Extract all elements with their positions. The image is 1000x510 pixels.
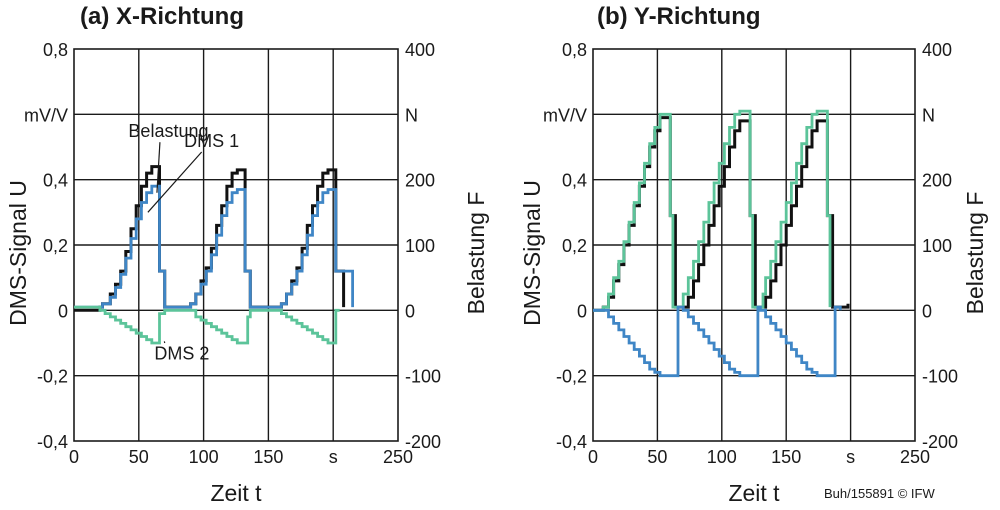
chart-title: (b) Y-Richtung	[597, 3, 761, 30]
y2-tick-label: 400	[405, 40, 435, 60]
annotation-label: DMS 2	[154, 343, 209, 363]
annotation-leader	[148, 152, 202, 212]
y2-tick-label: N	[922, 105, 935, 125]
y-tick-label: -0,4	[37, 432, 68, 452]
y2-tick-label: -100	[405, 367, 441, 387]
y-tick-label: 0	[577, 301, 587, 321]
y-tick-label: 0,2	[562, 236, 587, 256]
y-tick-label: 0,8	[562, 40, 587, 60]
x-tick-label: 100	[707, 447, 737, 467]
y-tick-label: -0,2	[556, 367, 587, 387]
chart-title: (a) X-Richtung	[80, 3, 244, 30]
y2-tick-label: 100	[405, 236, 435, 256]
x-tick-label: s	[846, 447, 855, 467]
y-tick-label: mV/V	[24, 105, 68, 125]
x-axis-label: Zeit t	[728, 480, 780, 505]
y2-tick-label: 200	[922, 171, 952, 191]
x-tick-label: 0	[69, 447, 79, 467]
y-tick-label: 0,4	[43, 171, 68, 191]
y-tick-label: mV/V	[543, 105, 587, 125]
x-tick-label: 0	[588, 447, 598, 467]
y-tick-label: 0,8	[43, 40, 68, 60]
annotation-label: DMS 1	[184, 131, 239, 151]
y-tick-label: -0,2	[37, 367, 68, 387]
x-axis-label: Zeit t	[210, 480, 262, 505]
y-tick-label: 0,4	[562, 171, 587, 191]
series-line-2	[593, 111, 830, 310]
series-line-dms-1	[74, 186, 353, 307]
y2-tick-label: -200	[922, 432, 958, 452]
y2-tick-label: 400	[922, 40, 952, 60]
y-tick-label: 0,2	[43, 236, 68, 256]
x-tick-label: s	[329, 447, 338, 467]
x-tick-label: 150	[771, 447, 801, 467]
x-tick-label: 50	[647, 447, 667, 467]
y2-tick-label: 200	[405, 171, 435, 191]
series-line-belastung	[593, 118, 848, 311]
y2-tick-label: 100	[922, 236, 952, 256]
y2-tick-label: 0	[922, 301, 932, 321]
credit-text: Buh/155891 © IFW	[824, 486, 935, 501]
x-tick-label: 150	[253, 447, 283, 467]
x-tick-label: 100	[189, 447, 219, 467]
y-axis-label: DMS-Signal U	[5, 180, 31, 326]
series-line-dms-2	[74, 307, 340, 343]
y2-axis-label: Belastung F	[962, 192, 988, 315]
x-tick-label: 50	[129, 447, 149, 467]
y-axis-label: DMS-Signal U	[519, 180, 545, 326]
series-line-3	[593, 307, 840, 376]
y2-tick-label: 0	[405, 301, 415, 321]
y2-tick-label: -200	[405, 432, 441, 452]
y2-axis-label: Belastung F	[463, 192, 489, 315]
y-tick-label: -0,4	[556, 432, 587, 452]
y2-tick-label: N	[405, 105, 418, 125]
y-tick-label: 0	[58, 301, 68, 321]
y2-tick-label: -100	[922, 367, 958, 387]
